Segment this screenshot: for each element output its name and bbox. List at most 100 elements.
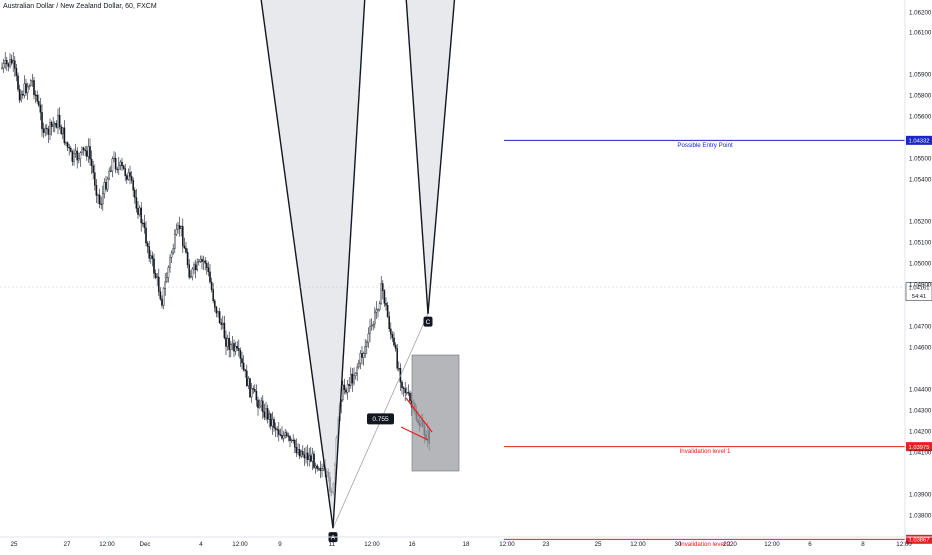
candle-body [194, 264, 197, 271]
candle-body [7, 63, 10, 67]
candle-body [103, 182, 106, 194]
candle-body [154, 273, 157, 278]
y-tick-label: 1.04200 [909, 429, 932, 436]
candle-body [87, 146, 90, 157]
candle-body [265, 408, 267, 418]
candle-body [100, 203, 102, 205]
candle-body [85, 150, 88, 157]
candle-body [71, 151, 74, 162]
y-tick-label: 1.05000 [909, 261, 932, 268]
candle-body [173, 234, 176, 249]
x-tick-label: 12:00 [232, 541, 248, 548]
pattern-leg-ab [332, 0, 366, 529]
candle-body [233, 343, 235, 352]
candle-body [125, 175, 128, 180]
candle-body [183, 245, 186, 249]
candle-body [18, 88, 21, 101]
candle-body [62, 127, 64, 134]
candle-body [306, 452, 309, 460]
pattern-leg-bc [405, 0, 429, 314]
candle-body [204, 260, 207, 264]
candle-body [101, 193, 104, 205]
candle-body [343, 384, 346, 391]
candle-body [375, 309, 378, 313]
candle-body [157, 276, 160, 292]
candle-body [145, 227, 147, 244]
candle-body [350, 373, 352, 386]
candle-body [212, 289, 215, 302]
candle-body [79, 152, 82, 159]
candle-body [234, 346, 237, 352]
candle-body [12, 60, 15, 64]
y-tick-label: 1.04900 [909, 282, 932, 289]
level-label: Invalidation level 1 [680, 448, 731, 455]
y-tick-label: 1.05200 [909, 219, 932, 226]
candle-body [181, 226, 184, 247]
candle-body [382, 283, 384, 292]
candle-body [258, 405, 261, 408]
candle-body [50, 122, 53, 127]
candle-body [98, 194, 101, 205]
candle-body [23, 83, 26, 96]
candle-body [84, 149, 86, 152]
x-tick-label: Dec [139, 541, 150, 548]
candle-body [89, 146, 91, 160]
y-tick-label: 1.04400 [909, 387, 932, 394]
candle-body [30, 80, 32, 86]
candle-body [178, 225, 181, 229]
candle-body [404, 388, 407, 394]
candle-body [279, 434, 282, 436]
candle-body [300, 451, 303, 457]
candle-body [54, 123, 56, 126]
candle-body [287, 435, 290, 437]
candle-body [257, 399, 259, 408]
candle-body [215, 307, 218, 314]
pattern-triangle-xab [261, 0, 365, 529]
candle-body [108, 170, 110, 180]
candle-body [38, 101, 40, 106]
last-price-tag [905, 282, 932, 301]
candle-body [237, 348, 240, 351]
level-price-text: 1.03975 [909, 445, 930, 451]
candle-body [394, 344, 397, 349]
candle-body [69, 148, 72, 152]
y-tick-label: 1.06100 [909, 30, 932, 37]
candle-body [153, 258, 155, 274]
candle-body [210, 281, 213, 290]
candle-body [271, 419, 274, 427]
x-tick-label: 16 [409, 541, 416, 548]
candle-body [356, 366, 359, 374]
candle-body [116, 168, 118, 171]
countdown-text: 54:41 [912, 294, 927, 300]
candle-body [319, 468, 322, 471]
candle-body [249, 378, 251, 398]
candle-body [351, 373, 354, 384]
candle-body [369, 326, 371, 335]
pattern-triangle-bcd [406, 0, 455, 314]
candle-body [236, 346, 239, 349]
candle-body [41, 112, 43, 130]
candle-body [151, 255, 154, 259]
candle-body [185, 247, 187, 253]
candle-body [172, 248, 175, 254]
candle-body [372, 323, 375, 327]
candle-body [193, 264, 195, 270]
candle-body [65, 142, 67, 144]
candle-body [242, 362, 245, 371]
candle-body [165, 277, 168, 283]
pattern-leg-cd [427, 0, 456, 314]
candle-body [63, 127, 66, 144]
x-tick-label: 12:00 [764, 541, 780, 548]
candle-body [196, 261, 199, 271]
candle-body [5, 59, 8, 65]
candle-body [313, 453, 315, 468]
candle-body [314, 465, 317, 468]
level-label: Invalidation level 2 [680, 541, 731, 548]
symbol-title: Australian Dollar / New Zealand Dollar, … [3, 3, 157, 10]
candle-body [197, 261, 200, 263]
candle-body [92, 165, 94, 173]
candle-body [138, 207, 141, 215]
